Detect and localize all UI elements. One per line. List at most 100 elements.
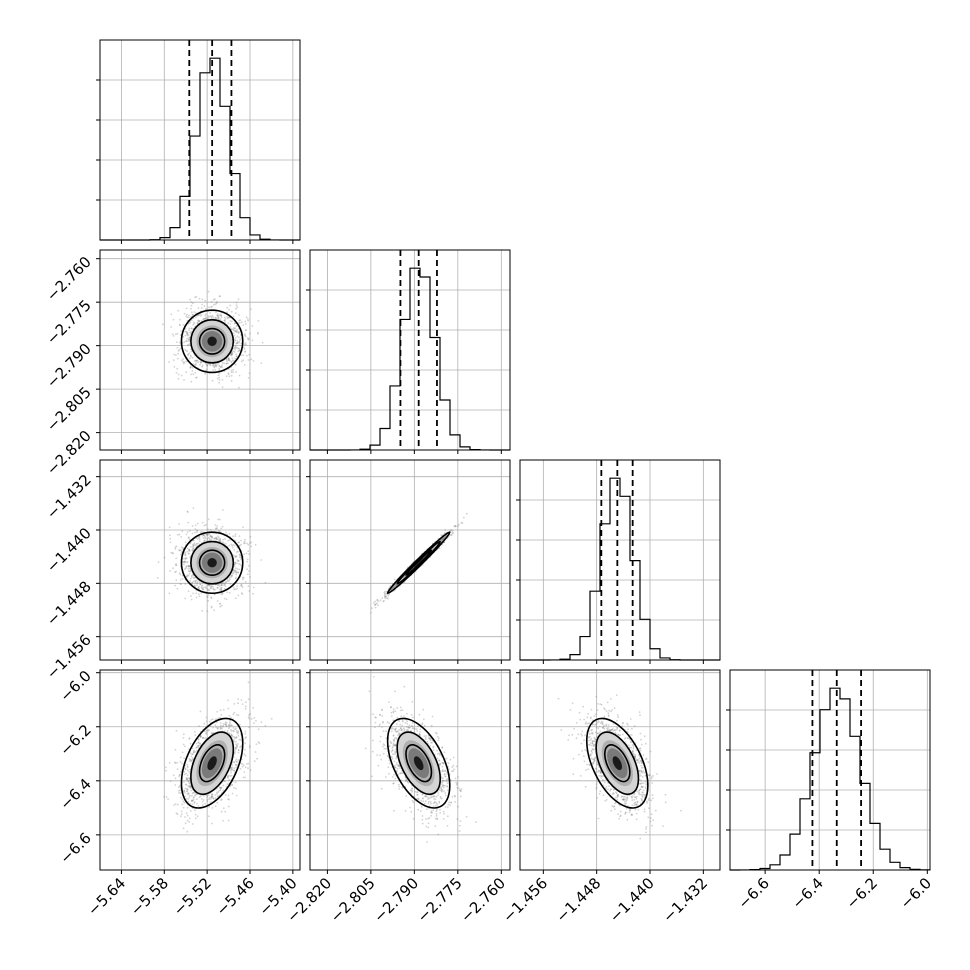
scatter-point [182,324,185,326]
scatter-point [185,565,188,567]
scatter-point [201,365,204,368]
scatter-point [212,316,215,318]
scatter-point [377,600,380,602]
scatter-point [169,780,172,783]
scatter-point [198,535,201,538]
scatter-point [250,545,253,548]
scatter-point [187,353,190,356]
scatter-point [180,374,183,377]
scatter-point [188,538,191,541]
scatter-point [227,362,229,365]
scatter-point [216,300,218,303]
scatter-point [228,576,231,579]
scatter-point [189,366,192,369]
y-tick-label: −2.775 [43,296,95,348]
scatter-point [217,317,220,319]
scatter-point [442,538,444,540]
scatter-point [234,747,237,749]
scatter-point [196,322,199,325]
scatter-point [228,375,231,378]
scatter-point [227,372,230,375]
scatter-point [219,540,222,542]
scatter-point [211,535,213,538]
scatter-point [221,592,224,595]
scatter-point [188,338,190,340]
scatter-point [374,604,377,606]
scatter-point [216,792,219,795]
scatter-point [202,534,205,537]
scatter-point [220,588,223,591]
scatter-point [454,525,457,528]
scatter-point [188,572,191,575]
scatter-point [219,318,222,320]
scatter-point [204,314,207,317]
scatter-point [174,571,177,574]
scatter-point [192,321,195,324]
panel-frame [309,249,511,451]
scatter-point [206,588,209,591]
scatter-point [219,538,222,541]
scatter-point [193,584,196,587]
scatter-point [226,316,228,318]
scatter-point [234,348,237,351]
scatter-point [209,535,212,538]
scatter-point [384,595,387,598]
scatter-point [233,563,236,565]
scatter-point [210,315,213,318]
scatter-point [200,592,203,594]
scatter-point [239,338,242,341]
scatter-point [238,336,240,339]
density-level-3 [207,336,217,347]
scatter-point [206,595,209,598]
scatter-point [453,525,456,528]
scatter-point [210,587,212,589]
scatter-point [189,298,192,301]
scatter-point [234,569,237,572]
scatter-point [191,576,193,578]
scatter-point [190,355,192,358]
scatter-point [215,311,217,314]
scatter-point [390,588,393,591]
scatter-point [201,303,203,306]
scatter-point [229,538,231,541]
scatter-point [220,593,223,596]
contour-0 [198,327,226,355]
scatter-point [219,540,222,542]
scatter-point [235,567,237,570]
scatter-point [383,590,386,593]
scatter-point [196,581,199,583]
scatter-point [226,360,228,363]
scatter-point [235,729,238,732]
scatter-point [186,333,189,336]
scatter-point [205,362,207,365]
scatter-point [190,327,193,330]
scatter-point [220,587,223,589]
scatter-point [249,332,252,335]
scatter-point [231,328,234,331]
scatter-point [220,587,223,589]
scatter-point [232,360,235,362]
scatter-point [178,533,181,536]
scatter-point [199,583,202,586]
scatter-point [184,554,187,556]
scatter-point [170,551,173,554]
scatter-point [198,595,201,598]
scatter-point [204,539,206,542]
scatter-point [200,361,203,363]
scatter-point [257,331,259,334]
scatter-point [204,313,207,316]
scatter-point [235,353,238,356]
scatter-point [176,768,179,770]
scatter-point [244,705,247,708]
scatter-point [189,580,192,582]
scatter-point [247,337,250,340]
scatter-point [191,747,194,750]
scatter-point [189,357,191,360]
scatter-point [204,317,207,320]
scatter-point [223,587,226,590]
scatter-point [195,312,197,314]
scatter-point [213,365,216,368]
scatter-point [243,576,245,579]
scatter-point [230,353,233,355]
